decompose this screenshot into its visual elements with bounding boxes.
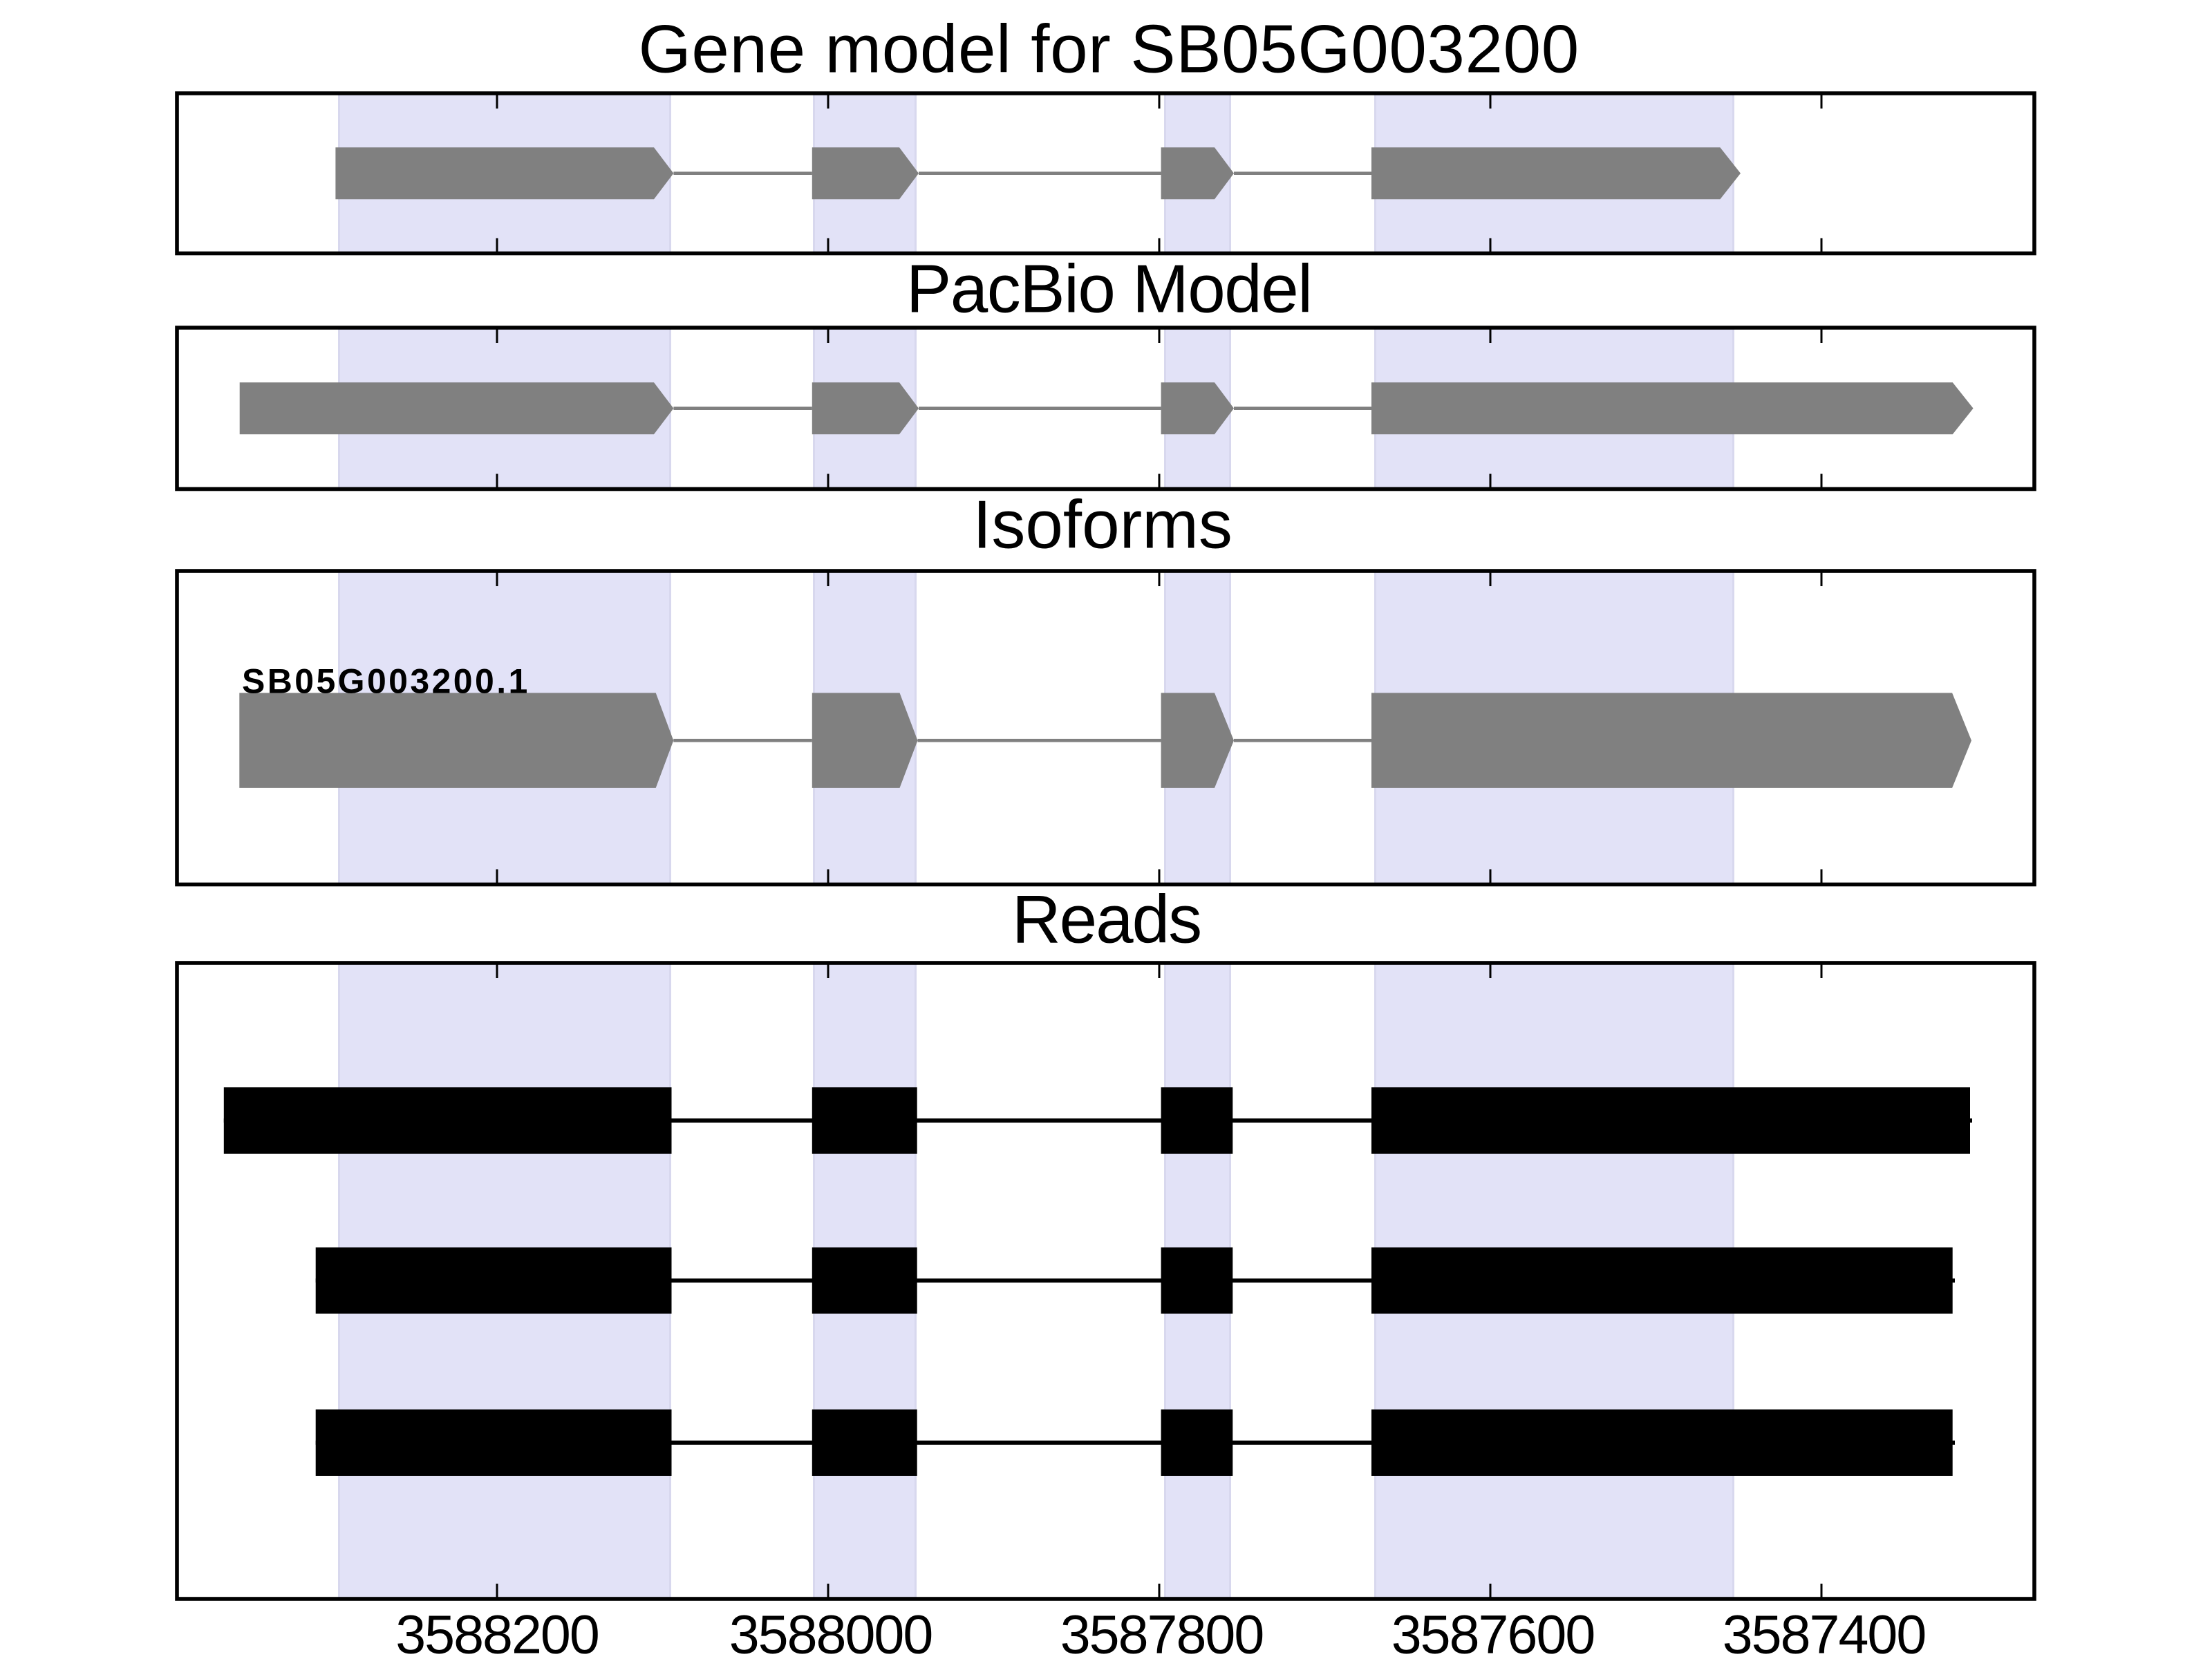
svg-text:3587600: 3587600 [1391,1604,1595,1659]
svg-text:3588000: 3588000 [729,1604,932,1659]
svg-text:3588200: 3588200 [395,1604,599,1659]
svg-text:PacBio Model: PacBio Model [906,251,1312,327]
svg-text:Gene model for SB05G003200: Gene model for SB05G003200 [639,11,1580,87]
svg-text:Isoforms: Isoforms [973,486,1232,562]
svg-text:SB05G003200.1: SB05G003200.1 [242,662,530,700]
svg-text:3587800: 3587800 [1060,1604,1264,1659]
svg-text:Reads: Reads [1012,881,1201,957]
svg-text:3587400: 3587400 [1723,1604,1926,1659]
